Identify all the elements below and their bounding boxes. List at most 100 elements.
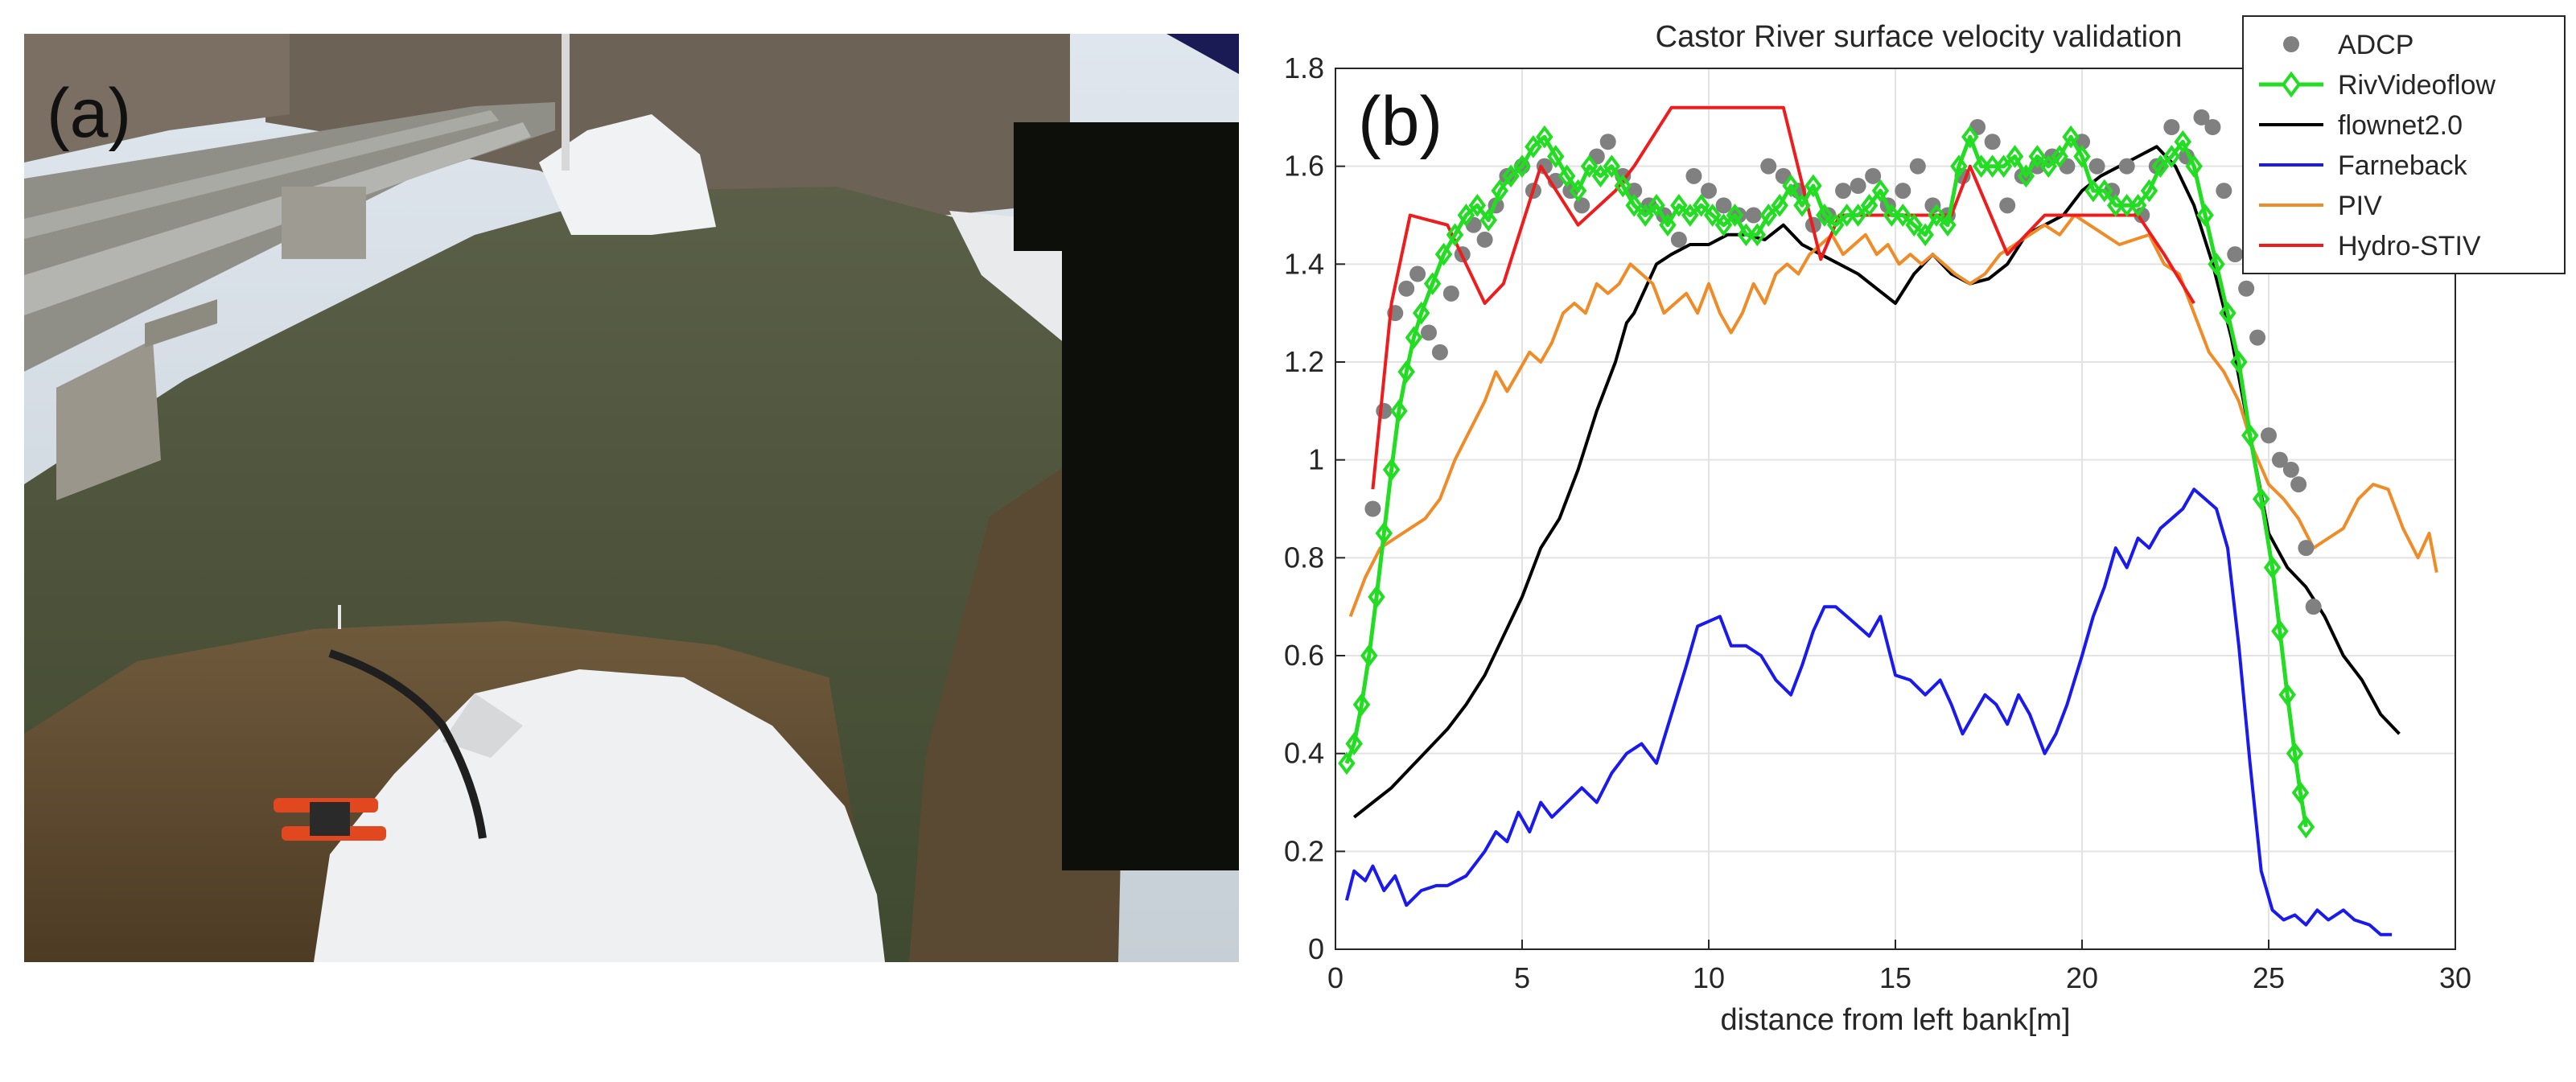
rivvideoflow-marker [2174,130,2192,154]
rivvideoflow-marker [1502,164,1520,188]
adcp-point [1599,134,1616,150]
rivvideoflow-marker [1345,732,1363,755]
adcp-point [2163,119,2180,135]
rivvideoflow-marker [1737,223,1755,247]
legend-label: Farneback [2338,150,2468,181]
masked-region [1014,122,1239,870]
adcp-point [1442,285,1459,302]
rivvideoflow-marker [2162,145,2181,168]
adcp-point [2298,540,2315,557]
rivvideoflow-marker [1793,193,1811,217]
adcp-point [2204,119,2221,135]
adcp-point [1850,178,1866,194]
adcp-point [1984,134,2001,150]
adcp-point [2290,476,2307,493]
rivvideoflow-marker [2252,487,2270,511]
rivvideoflow-marker [2278,683,2296,707]
rivvideoflow-marker [1849,204,1867,227]
rivvideoflow-marker [1591,164,1610,188]
rivvideoflow-marker [1491,179,1508,203]
rivvideoflow-marker [2028,145,2047,168]
rivvideoflow-marker [1434,242,1453,266]
series-line [1352,145,2401,819]
adcp-point [1745,207,1762,224]
series-layer [1338,105,2438,936]
adcp-point [2227,246,2244,263]
rivvideoflow-marker [1569,179,1587,203]
velocity-chart-panel: 0 5 10 15 20 25 30 0 0.2 0.4 0.6 0.8 1 1.2 1.4 1.6 1.8 C… [1239,0,2576,1078]
adcp-point [1999,197,2016,214]
rivvideoflow-marker [2084,179,2102,203]
adcp-point [2282,461,2299,478]
rivvideoflow-marker [1558,164,1576,188]
rivvideoflow-marker [2291,780,2310,804]
rivvideoflow-marker [1894,204,1912,227]
adcp-point [1376,402,1393,419]
adcp-point [1476,231,1493,248]
rivvideoflow-marker [2006,145,2024,168]
adcp-point [1398,280,1415,297]
rivvideoflow-marker [1972,154,1990,179]
rivvideoflow-marker [1961,125,1979,149]
rivvideoflow-marker [2140,179,2158,203]
rivvideoflow-marker [1928,204,1945,227]
rivvideoflow-marker [1405,326,1423,349]
distant-trees [265,34,1070,219]
rivvideoflow-marker [2271,619,2289,643]
rivvideoflow-marker [1782,174,1800,198]
rivvideoflow-marker [2286,742,2304,766]
x-tick-label: 15 [1879,961,1911,994]
adcp-point [1499,167,1516,184]
legend-swatch [2283,36,2299,52]
bridge-pier-middle [282,187,366,259]
rivvideoflow-marker [1714,213,1733,237]
rivvideoflow-marker [1759,204,1777,227]
series-line [1348,213,2438,618]
series-hydro-stiv [1371,105,2195,490]
rivvideoflow-marker [1468,193,1487,217]
x-tick-label: 0 [1327,961,1344,994]
adcp-point [1670,231,1687,248]
cable [328,649,487,839]
rivvideoflow-marker [1457,204,1475,227]
rivvideoflow-marker [1360,644,1378,668]
x-axis-label: distance from left bank[m] [1720,1003,2070,1037]
adcp-point [2271,451,2288,468]
rivvideoflow-marker [2062,125,2080,149]
adcp-point [2118,158,2135,175]
y-tick-label: 0.6 [1284,639,1324,672]
rivvideoflow-marker [1994,154,2013,179]
rivvideoflow-marker [1771,193,1788,217]
rivvideoflow-marker [2230,350,2248,374]
rivvideoflow-marker [2129,193,2147,217]
rivvideoflow-marker [1614,174,1632,198]
rivvideoflow-marker [1375,521,1393,545]
rivvideoflow-marker [1983,154,2002,179]
axes: 0 5 10 15 20 25 30 0 0.2 0.4 0.6 0.8 1 1.2 1.4 1.6 1.8 [1284,51,2471,994]
adcp-point [1835,183,1852,200]
adcp-point [2238,280,2255,297]
adcp-point [1865,167,1882,184]
rivvideoflow-marker [1580,154,1599,179]
river-water [24,187,1086,962]
x-tick-label: 20 [2066,961,2098,994]
rivvideoflow-marker [2297,815,2315,839]
adcp-point [1685,167,1702,184]
rivvideoflow-marker [1827,213,1845,237]
rivvideoflow-marker [2107,193,2125,217]
rivvideoflow-marker [1681,204,1699,227]
corner-shade [1167,34,1239,74]
rivvideoflow-marker [2051,145,2068,168]
rivvideoflow-marker [1536,125,1553,149]
adcp-point [2216,183,2232,200]
series-farneback [1344,488,2393,936]
rivvideoflow-marker [1648,193,1665,217]
rivvideoflow-marker [1703,204,1722,227]
bridge-pier-left [56,339,161,500]
rivvideoflow-marker [2017,164,2035,188]
rivvideoflow-marker [1692,193,1710,217]
legend-label: Hydro-STIV [2338,231,2481,261]
legend-label: PIV [2338,191,2382,221]
adcp-point [1730,207,1747,224]
x-tick-label: 10 [1693,961,1725,994]
